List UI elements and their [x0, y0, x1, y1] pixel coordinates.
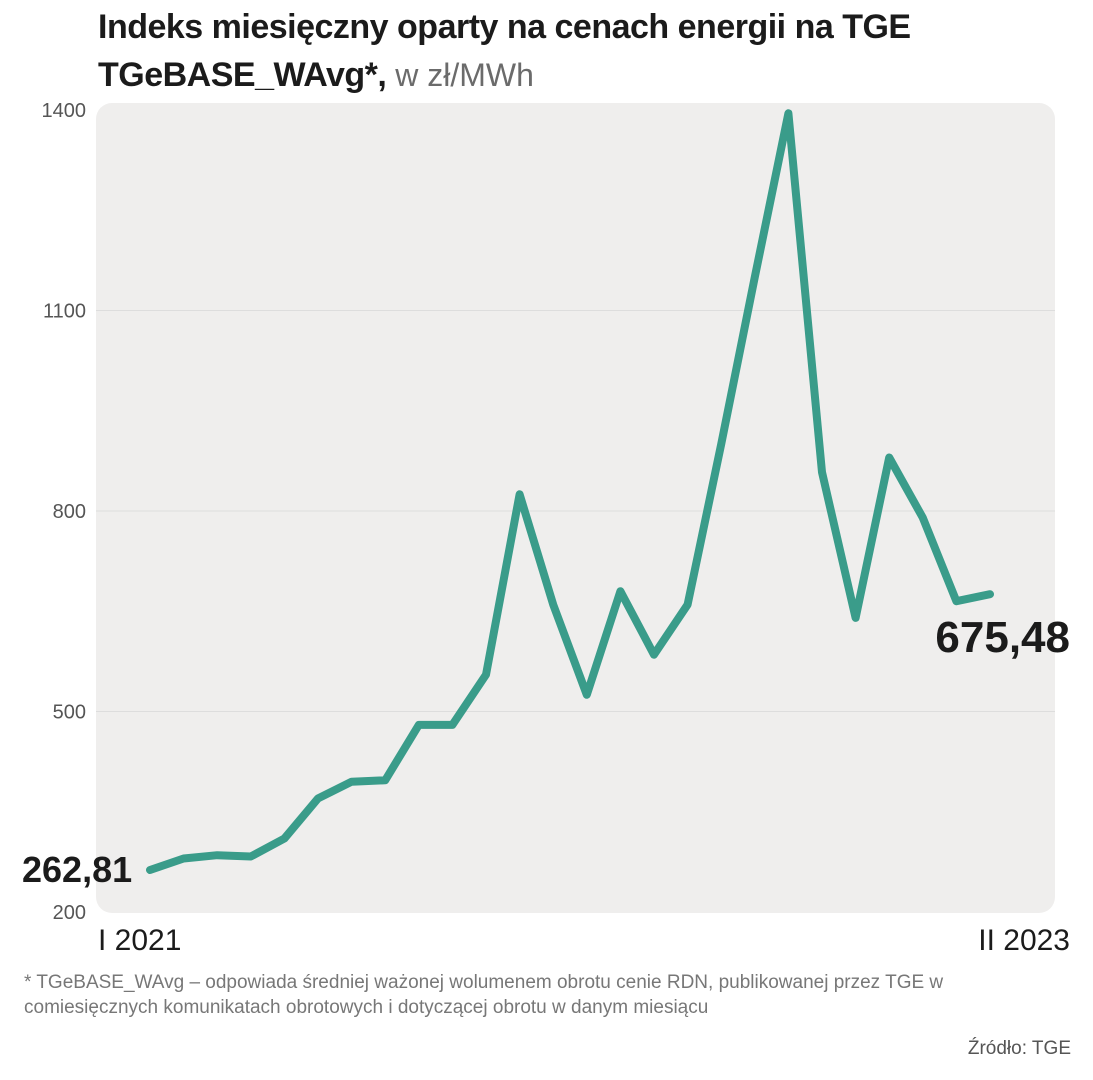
y-tick-label: 500 — [53, 702, 86, 724]
y-tick-label: 200 — [53, 902, 86, 924]
unit-label: w zł/MWh — [386, 57, 534, 93]
plot-area — [96, 103, 1055, 913]
y-tick-label: 800 — [53, 501, 86, 523]
y-tick-label: 1400 — [42, 100, 87, 122]
chart-subtitle: TGeBASE_WAvg*, w zł/MWh — [98, 56, 534, 95]
footnote: * TGeBASE_WAvg – odpowiada średniej ważo… — [24, 972, 944, 1018]
source-note: Źródło: TGE — [967, 1038, 1071, 1059]
first-value-label: 262,81 — [22, 849, 132, 890]
index-name: TGeBASE_WAvg*, — [98, 56, 387, 94]
x-tick-label: I 2021 — [98, 924, 181, 957]
chart-title: Indeks miesięczny oparty na cenach energ… — [98, 8, 911, 46]
y-tick-label: 1100 — [43, 301, 86, 323]
last-value-label: 675,48 — [935, 613, 1070, 662]
x-tick-label: II 2023 — [978, 924, 1070, 957]
series-line — [146, 109, 994, 874]
